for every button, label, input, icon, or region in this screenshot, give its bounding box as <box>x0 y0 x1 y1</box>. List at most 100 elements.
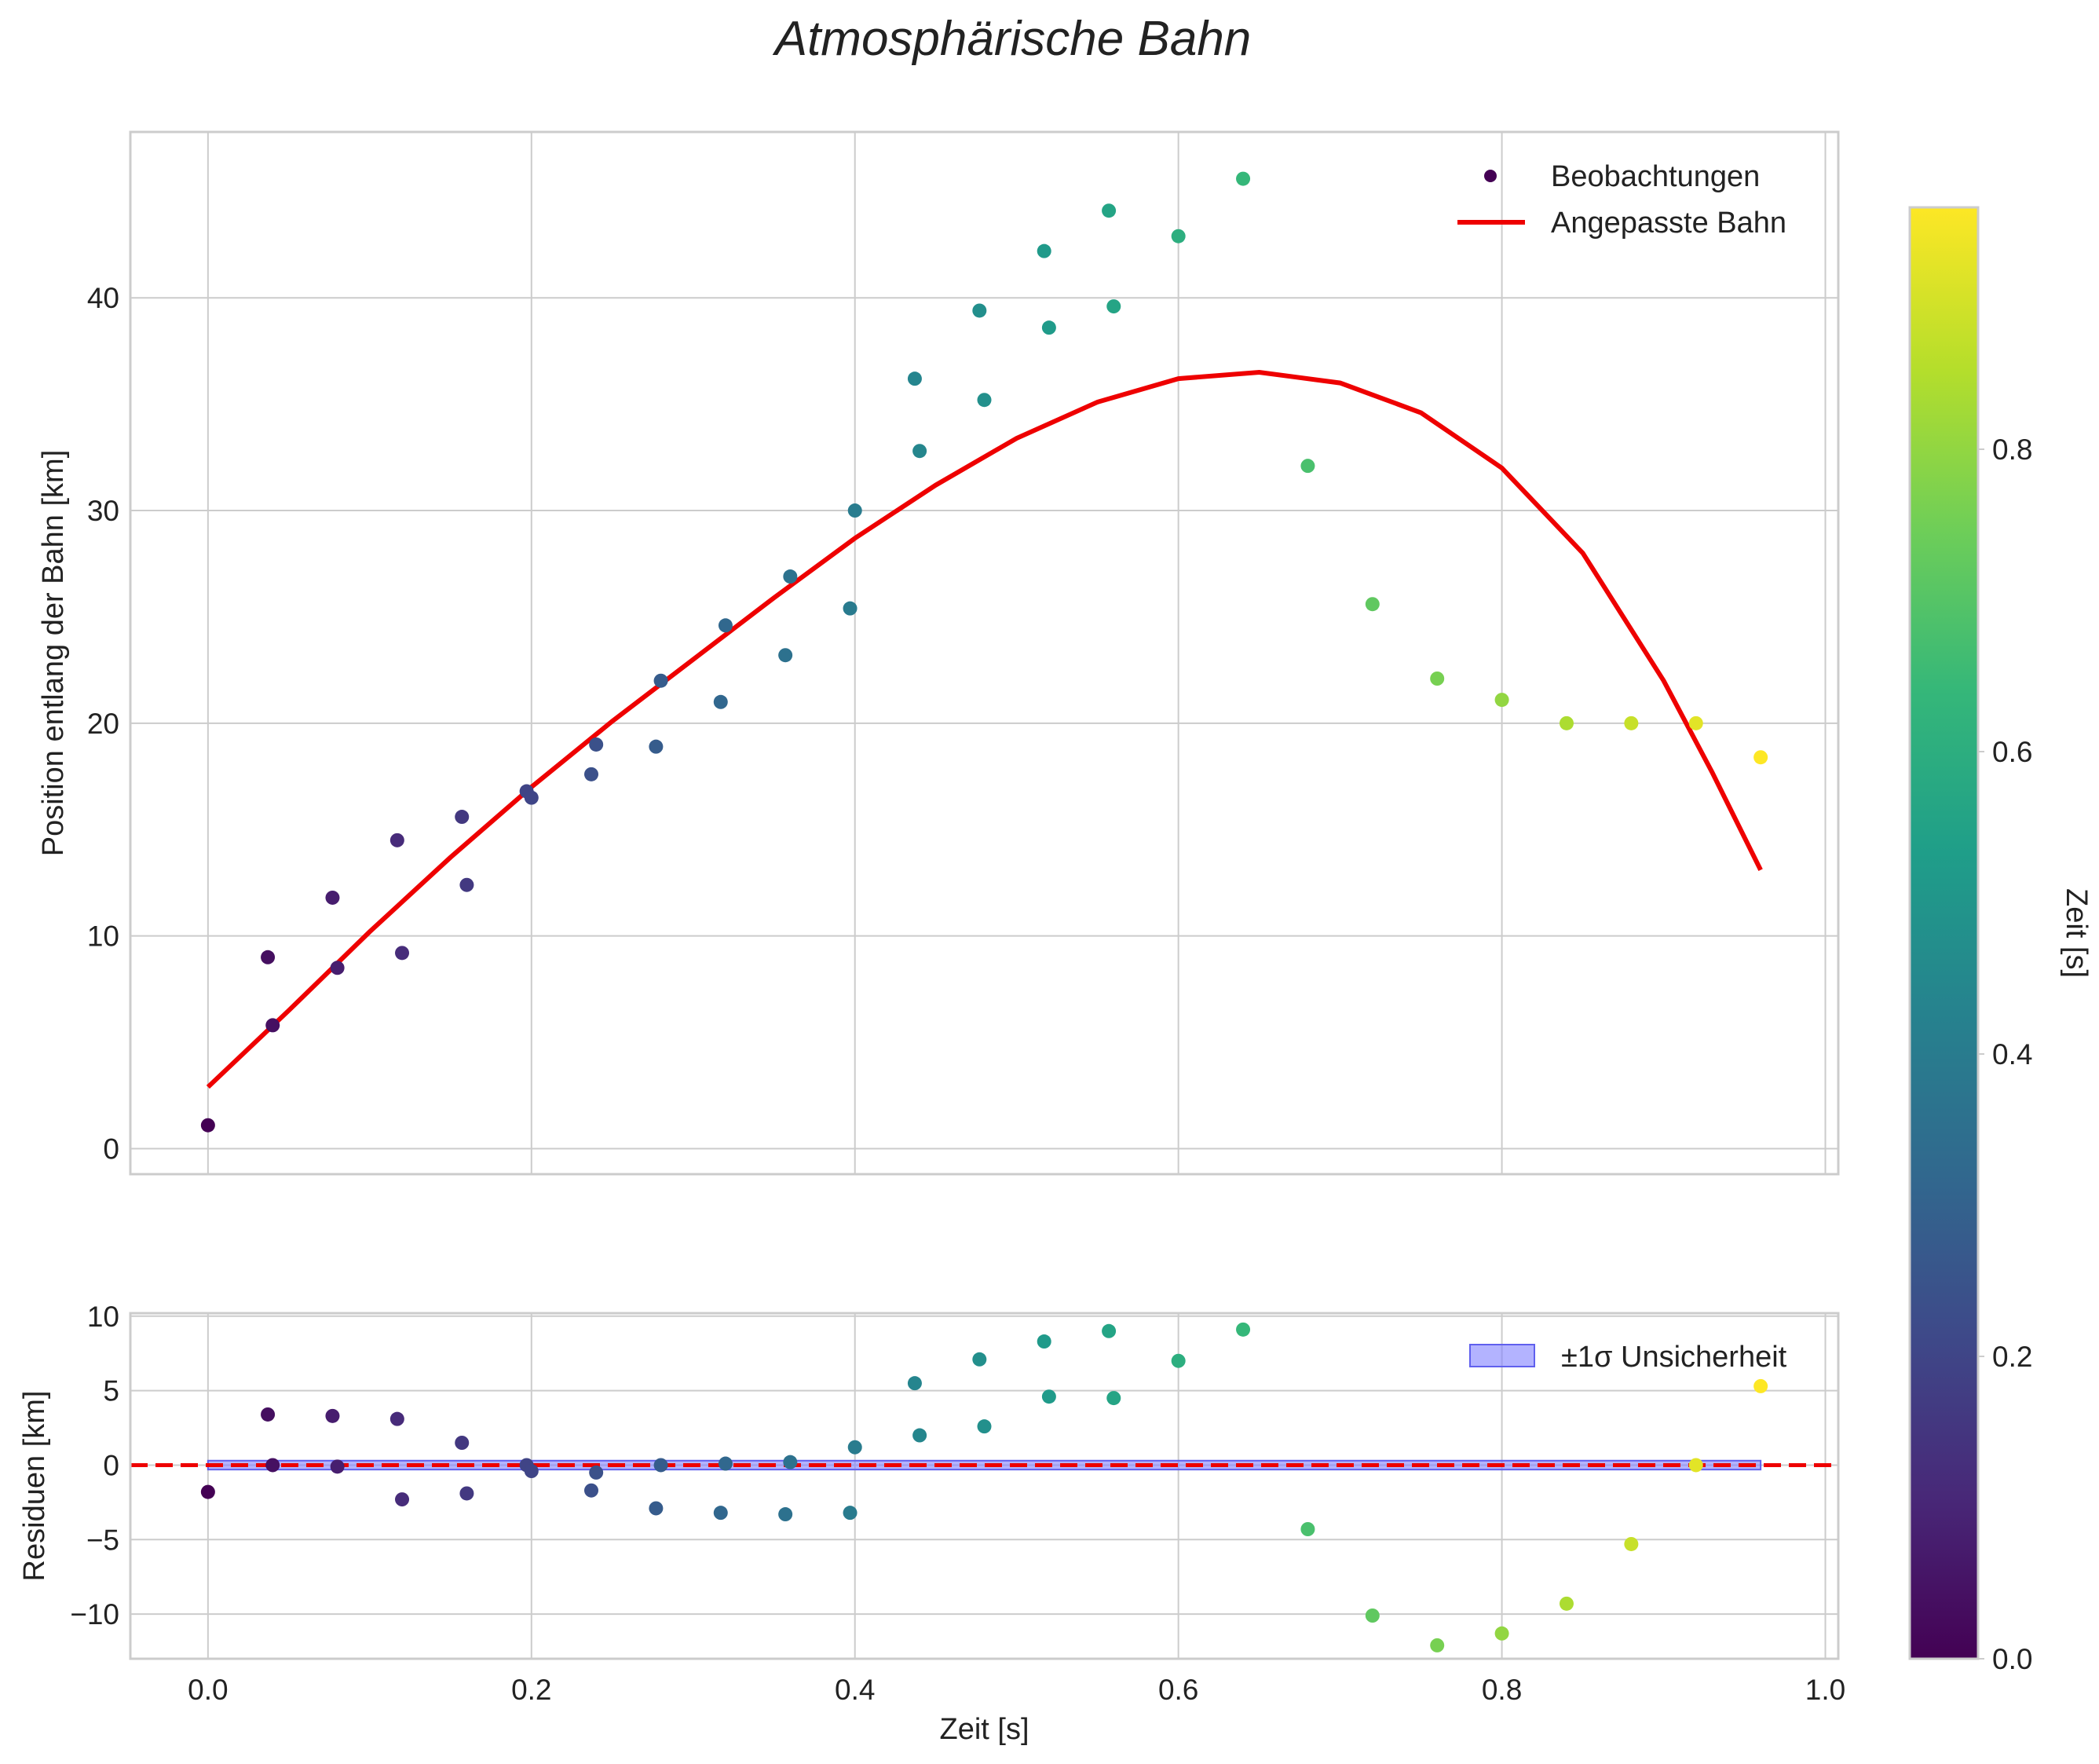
observation-point <box>1041 320 1056 335</box>
observation-point <box>459 877 474 892</box>
observation-point <box>1430 671 1445 686</box>
colorbar-tick-label: 0.0 <box>1992 1643 2032 1675</box>
residual-plot-panel: 10 5 0 −5 −10 0.0 0.2 0.4 0.6 0.8 1.0 Residuen [k… <box>18 1301 1845 1746</box>
observation-point <box>1236 171 1251 186</box>
residual-y-axis-label: Residuen [km] <box>18 1391 51 1582</box>
residual-legend: ±1σ Unsicherheit <box>1469 1341 1787 1374</box>
main-y-tick-labels: 0 10 20 30 40 <box>87 282 119 1165</box>
main-gridlines <box>130 132 1838 1174</box>
residual-point <box>847 1440 862 1455</box>
colorbar-tick-label: 0.2 <box>1992 1341 2032 1373</box>
residual-y-tick-label: 5 <box>103 1375 119 1407</box>
legend-fit-label: Angepasste Bahn <box>1551 207 1786 240</box>
residual-y-tick-label: −10 <box>70 1598 119 1630</box>
colorbar-label: Zeit [s] <box>2060 888 2093 978</box>
residual-point <box>261 1407 276 1422</box>
observation-point <box>1753 750 1768 765</box>
residual-y-tick-label: 10 <box>87 1301 119 1333</box>
main-plot-frame <box>129 130 1840 1176</box>
observation-point <box>718 618 733 633</box>
residual-y-tick-labels: 10 5 0 −5 −10 <box>70 1301 119 1630</box>
observation-point <box>200 1118 215 1133</box>
x-tick-label: 0.6 <box>1158 1674 1198 1706</box>
observation-point <box>584 767 599 781</box>
residual-point <box>1430 1638 1445 1652</box>
observation-point <box>1300 459 1315 474</box>
legend-observation-marker <box>1484 170 1497 182</box>
residual-point <box>907 1376 922 1391</box>
x-tick-label: 0.8 <box>1482 1674 1522 1706</box>
observation-point <box>1365 597 1380 612</box>
residual-point <box>459 1486 474 1501</box>
main-legend: Beobachtungen Angepasste Bahn <box>1457 160 1786 240</box>
colorbar-tick-labels: 0.0 0.2 0.4 0.6 0.8 <box>1978 434 2032 1675</box>
observation-point <box>1688 715 1703 730</box>
x-tick-label: 0.2 <box>511 1674 551 1706</box>
residual-point <box>200 1484 215 1499</box>
residual-point <box>977 1419 992 1434</box>
residual-point <box>972 1352 987 1367</box>
residual-point <box>1559 1596 1574 1611</box>
residual-point <box>455 1436 470 1450</box>
observation-point <box>261 950 276 964</box>
colorbar-tick-label: 0.4 <box>1992 1038 2032 1070</box>
observation-point <box>778 648 793 663</box>
residual-points <box>200 1322 1768 1652</box>
residual-point <box>912 1428 927 1443</box>
observation-point <box>524 790 539 805</box>
residual-point <box>1037 1334 1051 1349</box>
residual-point <box>265 1458 280 1473</box>
observation-point <box>325 890 340 905</box>
x-tick-label: 0.4 <box>835 1674 875 1706</box>
observation-points <box>200 171 1768 1133</box>
x-axis-label: Zeit [s] <box>939 1713 1029 1746</box>
legend-uncertainty-label: ±1σ Unsicherheit <box>1561 1341 1787 1374</box>
residual-point <box>325 1408 340 1423</box>
residual-point <box>1753 1378 1768 1393</box>
observation-point <box>847 503 862 518</box>
residual-point <box>649 1501 664 1516</box>
residual-point <box>1102 1323 1117 1338</box>
residual-point <box>1688 1458 1703 1473</box>
residual-point <box>1041 1389 1056 1404</box>
residual-x-tick-labels: 0.0 0.2 0.4 0.6 0.8 1.0 <box>188 1674 1845 1706</box>
residual-point <box>653 1458 668 1473</box>
residual-point <box>1171 1353 1186 1368</box>
observation-point <box>907 371 922 386</box>
observation-point <box>1494 693 1509 708</box>
residual-point <box>1300 1522 1315 1536</box>
observation-point <box>1106 299 1121 314</box>
observation-point <box>912 444 927 459</box>
x-tick-label: 1.0 <box>1805 1674 1845 1706</box>
residual-point <box>783 1455 798 1469</box>
main-y-tick-label: 0 <box>103 1133 119 1166</box>
residual-point <box>389 1411 404 1426</box>
observation-point <box>713 694 728 709</box>
x-tick-label: 0.0 <box>188 1674 228 1706</box>
observation-point <box>395 946 410 961</box>
chart-title: Atmosphärische Bahn <box>772 12 1252 66</box>
observation-point <box>1037 243 1051 258</box>
residual-point <box>395 1492 410 1507</box>
residual-plot-frame <box>129 1312 1840 1660</box>
colorbar: 0.0 0.2 0.4 0.6 0.8 Zeit [s] <box>1908 206 2093 1675</box>
observation-point <box>265 1018 280 1033</box>
observation-point <box>330 961 345 975</box>
residual-y-tick-label: −5 <box>86 1524 119 1556</box>
legend-uncertainty-patch <box>1469 1344 1535 1367</box>
residual-y-tick-label: 0 <box>103 1449 119 1481</box>
observation-point <box>1624 715 1639 730</box>
main-y-tick-label: 10 <box>87 920 119 953</box>
observation-point <box>389 833 404 847</box>
main-y-axis-label: Position entlang der Bahn [km] <box>37 450 70 857</box>
fitted-trajectory-line <box>206 369 1763 1089</box>
observation-point <box>783 569 798 584</box>
observation-point <box>649 739 664 754</box>
observation-point <box>1171 229 1186 243</box>
residual-point <box>1365 1608 1380 1623</box>
residual-point <box>584 1483 599 1498</box>
legend-observations-label: Beobachtungen <box>1551 160 1760 193</box>
observation-point <box>1102 203 1117 218</box>
observation-point <box>977 393 992 408</box>
